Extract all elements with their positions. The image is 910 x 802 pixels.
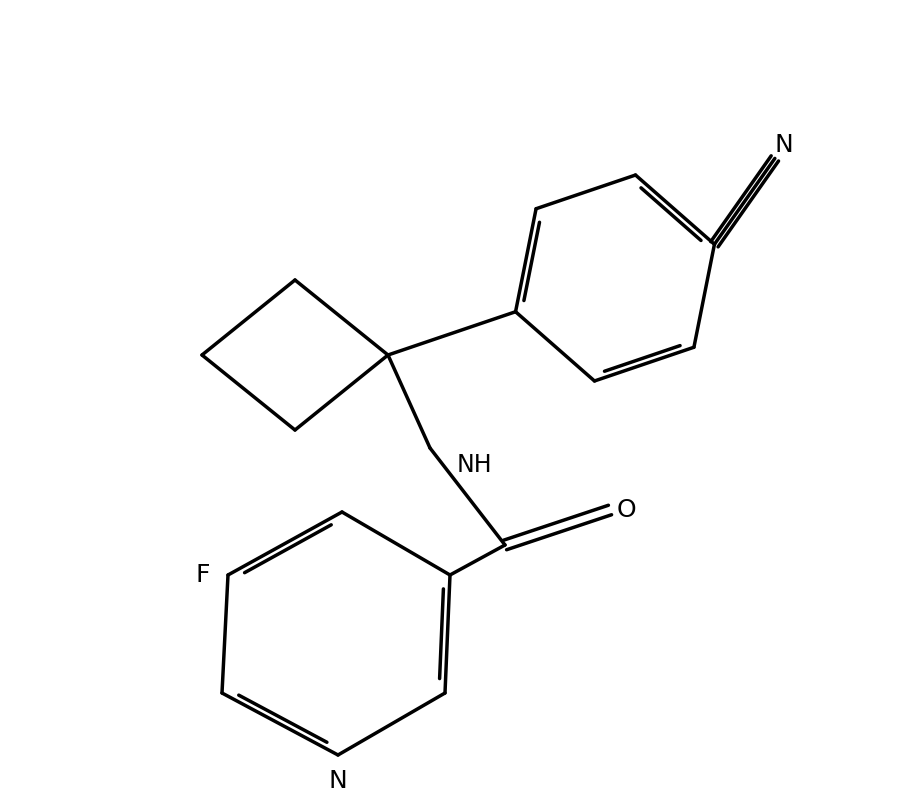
Text: N: N [329, 769, 348, 793]
Text: F: F [196, 563, 210, 587]
Text: N: N [774, 133, 794, 157]
Text: NH: NH [457, 453, 492, 477]
Text: O: O [616, 498, 636, 522]
